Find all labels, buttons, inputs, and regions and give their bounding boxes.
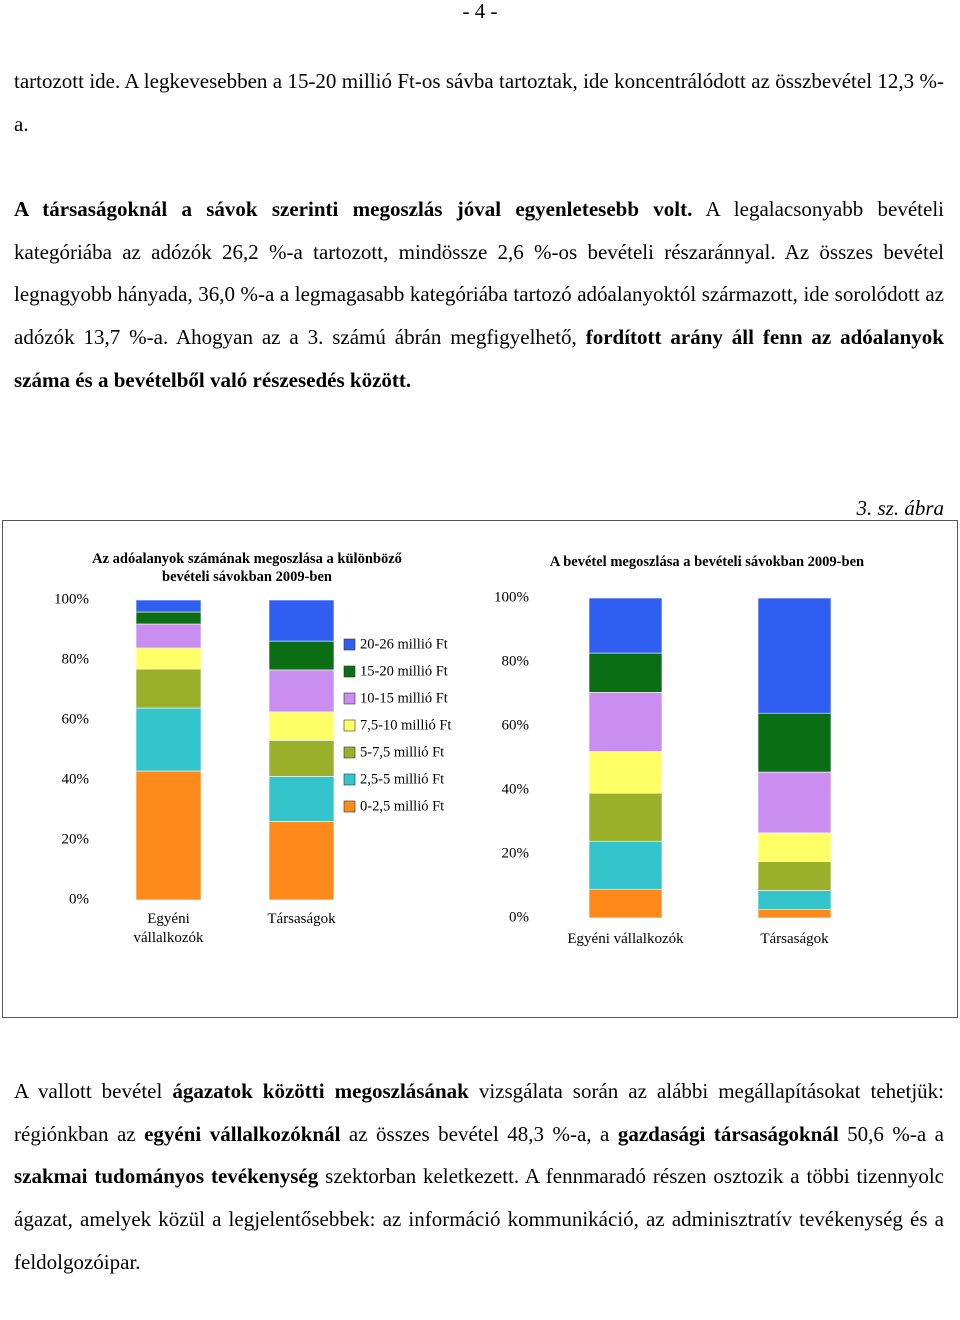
legend-label: 20-26 millió Ft xyxy=(360,636,448,652)
text: 50,6 %-a a xyxy=(838,1121,945,1146)
legend-swatch xyxy=(343,719,356,732)
x-tick-label-box: Társaságok xyxy=(267,911,336,927)
bar-segment xyxy=(588,840,663,890)
bar-segment xyxy=(757,861,832,891)
bar-segment xyxy=(588,597,663,654)
x-tick-label-box: Egyéni vállalkozók xyxy=(133,911,204,946)
bar-segment xyxy=(268,776,335,822)
bar-segment xyxy=(268,669,335,713)
text: szektorban keletkezett. A fennmaradó rés… xyxy=(14,1164,944,1274)
y-tick-label: 60% xyxy=(62,711,90,727)
y-tick-label: 80% xyxy=(502,653,530,669)
figure-label: 3. sz. ábra xyxy=(856,496,944,520)
bar-segment xyxy=(135,647,202,670)
bold-text: egyéni vállalkozóknál xyxy=(144,1121,341,1146)
paragraph: tartozott ide. A legkevesebben a 15-20 m… xyxy=(14,60,944,145)
legend-swatch xyxy=(343,692,356,705)
bar-segment xyxy=(757,712,832,773)
bar-segment xyxy=(268,821,335,901)
bar-segment xyxy=(588,692,663,752)
bar-segment xyxy=(268,711,335,741)
bar-segment xyxy=(757,890,832,910)
x-tick-label: Társaságok xyxy=(760,931,829,947)
figure-border xyxy=(2,520,958,1018)
y-tick-label: 80% xyxy=(62,651,90,667)
bold-text: gazdasági társaságoknál xyxy=(617,1121,839,1146)
bar-segment xyxy=(268,640,335,671)
bold-text: A társaságoknál a sávok szerinti megoszl… xyxy=(14,197,693,221)
bold-text: szakmai tudományos tevékenység xyxy=(14,1164,319,1189)
legend-swatch xyxy=(343,638,356,651)
y-tick-label: 100% xyxy=(494,589,529,605)
y-tick-label: 0% xyxy=(69,891,89,907)
legend-label: 10-15 millió Ft xyxy=(360,690,448,706)
legend-label: 5-7,5 millió Ft xyxy=(360,744,444,760)
bar-segment xyxy=(135,599,202,613)
y-tick-label: 40% xyxy=(502,781,530,797)
bold-text: ágazatok közötti megoszlásának xyxy=(172,1079,469,1103)
x-tick-label: Társaságok xyxy=(267,911,336,927)
text: tartozott ide. A legkevesebben a 15-20 m… xyxy=(14,69,944,136)
x-tick-label: Egyéni vállalkozók xyxy=(567,931,684,947)
bar-segment xyxy=(268,740,335,777)
bar-segment xyxy=(588,652,663,693)
paragraph: A társaságoknál a sávok szerinti megoszl… xyxy=(14,188,944,402)
chart-title: A bevétel megoszlása a bevételi sávokban… xyxy=(549,554,865,570)
x-tick-label-box: Társaságok xyxy=(760,931,829,947)
legend-swatch xyxy=(343,665,356,678)
legend-label: 7,5-10 millió Ft xyxy=(360,717,451,733)
figure: Az adóalanyok számának megoszlása a külö… xyxy=(2,520,958,1018)
bar-segment xyxy=(588,751,663,794)
bar-segment xyxy=(757,909,832,919)
y-tick-label: 20% xyxy=(62,831,90,847)
bar-segment xyxy=(135,668,202,709)
y-tick-label: 0% xyxy=(509,909,529,925)
legend-swatch xyxy=(343,773,356,786)
legend-label: 15-20 millió Ft xyxy=(360,663,448,679)
text: az összes bevétel 48,3 %-a, a xyxy=(340,1121,618,1146)
text: A vallott bevétel xyxy=(14,1079,173,1103)
bar-segment xyxy=(757,832,832,862)
bar-segment xyxy=(588,792,663,842)
bar-segment xyxy=(135,707,202,772)
bold-text: fordított arány áll fenn az adóalanyok s… xyxy=(14,325,944,392)
paragraph: A vallott bevétel ágazatok közötti megos… xyxy=(14,1070,944,1284)
text: vizsgálata során az alábbi megállapításo… xyxy=(14,1079,944,1146)
chart-title-box: A bevétel megoszlása a bevételi sávokban… xyxy=(549,554,865,570)
bar-segment xyxy=(135,770,202,901)
bar-segment xyxy=(757,771,832,834)
chart-title-box: Az adóalanyok számának megoszlása a külö… xyxy=(92,551,402,585)
legend-swatch xyxy=(343,746,356,759)
chart-title: Az adóalanyok számának megoszlása a külö… xyxy=(92,551,402,585)
bar-segment xyxy=(135,611,202,625)
text: A legalacsonyabb bevételi kategóriába az… xyxy=(14,197,945,350)
y-tick-label: 20% xyxy=(502,845,530,861)
y-tick-label: 100% xyxy=(54,591,89,607)
x-tick-label-box: Egyéni vállalkozók xyxy=(567,931,684,947)
bar-segment xyxy=(135,623,202,649)
bar-segment xyxy=(757,597,832,714)
legend-label: 0-2,5 millió Ft xyxy=(360,798,444,814)
page-number: - 4 - xyxy=(462,0,498,23)
y-tick-label: 40% xyxy=(62,771,90,787)
y-tick-label: 60% xyxy=(502,717,530,733)
legend-swatch xyxy=(343,800,356,813)
legend-label: 2,5-5 millió Ft xyxy=(360,771,444,787)
bar-segment xyxy=(588,888,663,919)
x-tick-label: Egyéni vállalkozók xyxy=(133,911,204,946)
bar-segment xyxy=(268,599,335,642)
